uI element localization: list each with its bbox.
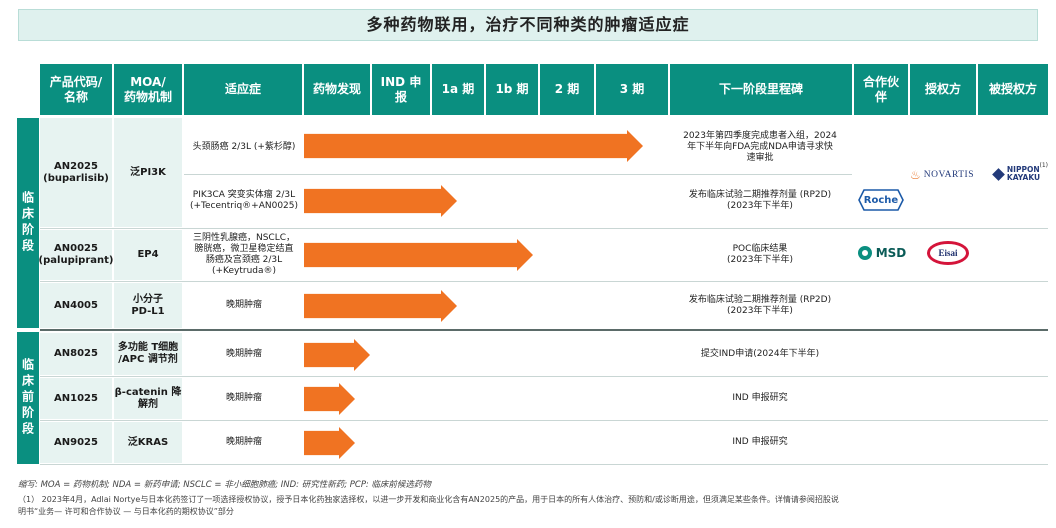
product-code-an1025: AN1025 (40, 378, 112, 419)
novartis-flame-icon: ♨ (910, 168, 921, 182)
nippon-kayaku-mark-icon (992, 167, 1005, 181)
indication-row-5: 晚期肿瘤 (225, 348, 262, 359)
product-code-an0025: AN0025 (palupiprant) (39, 230, 113, 280)
progress-bar-row-1 (304, 130, 643, 162)
progress-arrow (304, 239, 533, 271)
progress-bar-row-5 (304, 339, 370, 371)
stage-preclinical: 临床前阶段 (17, 332, 39, 464)
indication-row-3: 三阴性乳腺癌，NSCLC， 膀胱癌，微卫星稳定结直 肠癌及宫颈癌 2/3L (+Key… (192, 233, 296, 276)
footnote-1-cont: 明书“业务— 许可和合作协议 — 与日本化药的期权协议”部分 (18, 507, 234, 516)
roche-logo: Roche (858, 188, 904, 212)
progress-arrow-svg (304, 130, 643, 162)
progress-arrow (304, 427, 355, 459)
progress-arrow-svg (304, 339, 370, 371)
nippon-kayaku-logo: NIPPON KAYAKU (1) (988, 162, 1048, 186)
milestone-row-5: 提交IND申请(2024年下半年) (700, 348, 820, 359)
indication-row-4: 晚期肿瘤 (225, 300, 262, 310)
header-phase-3: 3 期 (596, 64, 668, 115)
header-ind: IND 申报 (372, 64, 430, 115)
row-divider (184, 174, 852, 175)
milestone-row-4: 发布临床试验二期推荐剂量 (RP2D) (2023年下半年) (688, 294, 832, 316)
product-code-an2025: AN2025 (buparlisib) (40, 118, 112, 227)
footnote-1: （1） 2023年4月，Adlai Nortye与日本化药签订了一项选择授权协议… (18, 495, 839, 504)
msd-logo: MSD (852, 242, 912, 264)
eisai-oval-icon (927, 241, 969, 265)
indication-row-6: 晚期肿瘤 (225, 393, 262, 403)
moa-an0025: EP4 (114, 230, 182, 280)
product-code-an9025: AN9025 (40, 422, 112, 463)
progress-bar-row-4 (304, 290, 457, 322)
header-code: 产品代码/名称 (40, 64, 112, 115)
progress-arrow-svg (304, 383, 355, 415)
milestone-row-1: 2023年第四季度完成患者入组，2024 年下半年向FDA完成NDA申请寻求快 速审… (683, 130, 837, 163)
milestone-row-2: 发布临床试验二期推荐剂量 (RP2D) (2023年下半年) (688, 190, 832, 211)
page-title: 多种药物联用，治疗不同种类的肿瘤适应症 (18, 9, 1038, 41)
progress-arrow (304, 383, 355, 415)
novartis-logo: ♨ NOVARTIS (910, 168, 974, 182)
indication-row-2: PIK3CA 突变实体瘤 2/3L (+Tecentriq®+AN0025) (189, 190, 299, 211)
row-divider (40, 376, 1048, 377)
row-divider (40, 464, 1048, 465)
stage-divider (40, 329, 1048, 331)
row-divider (40, 281, 1048, 282)
header-indication: 适应症 (184, 64, 302, 115)
moa-an8025: 多功能 T细胞/APC 调节剂 (114, 333, 182, 375)
progress-arrow-svg (304, 290, 457, 322)
header-licensor: 授权方 (910, 64, 976, 115)
moa-an2025: 泛PI3K (114, 118, 182, 227)
stage-clinical: 临床阶段 (17, 118, 39, 328)
indication-row-7: 晚期肿瘤 (225, 437, 262, 447)
msd-mark-icon (857, 246, 872, 260)
roche-hexagon-icon (858, 189, 904, 211)
progress-arrow (304, 339, 370, 371)
indication-row-1: 头颈肠癌 2/3L (+紫杉醇) (192, 141, 296, 152)
row-divider (40, 420, 1048, 421)
progress-bar-row-7 (304, 427, 355, 459)
milestone-row-3: POC临床结果 (2023年下半年) (727, 244, 793, 265)
progress-bar-row-6 (304, 383, 355, 415)
product-code-an8025: AN8025 (40, 333, 112, 375)
progress-arrow-svg (304, 185, 457, 217)
header-partner: 合作伙伴 (854, 64, 908, 115)
progress-arrow (304, 290, 457, 322)
progress-arrow-svg (304, 427, 355, 459)
header-phase-1a: 1a 期 (432, 64, 484, 115)
progress-arrow (304, 130, 643, 162)
milestone-row-6: IND 申报研究 (732, 393, 788, 403)
moa-an4005: 小分子 PD-L1 (114, 283, 182, 328)
abbreviations-note: 缩写: MOA = 药物机制; NDA = 新药申请; NSCLC = 非小细胞… (18, 480, 431, 490)
header-milestone: 下一阶段里程碑 (670, 64, 852, 115)
product-code-an4005: AN4005 (40, 283, 112, 328)
moa-an9025: 泛KRAS (114, 422, 182, 463)
header-discovery: 药物发现 (304, 64, 370, 115)
header-licensee: 被授权方 (978, 64, 1048, 115)
header-phase-2: 2 期 (540, 64, 594, 115)
header-phase-1b: 1b 期 (486, 64, 538, 115)
header-moa: MOA/药物机制 (114, 64, 182, 115)
progress-bar-row-2 (304, 185, 457, 217)
milestone-row-7: IND 申报研究 (732, 437, 788, 447)
eisai-logo: Eisai (926, 240, 970, 266)
progress-arrow-svg (304, 239, 533, 271)
moa-an1025: β-catenin 降解剂 (114, 378, 182, 419)
progress-bar-row-3 (304, 239, 533, 271)
progress-arrow (304, 185, 457, 217)
row-divider (40, 228, 1048, 229)
